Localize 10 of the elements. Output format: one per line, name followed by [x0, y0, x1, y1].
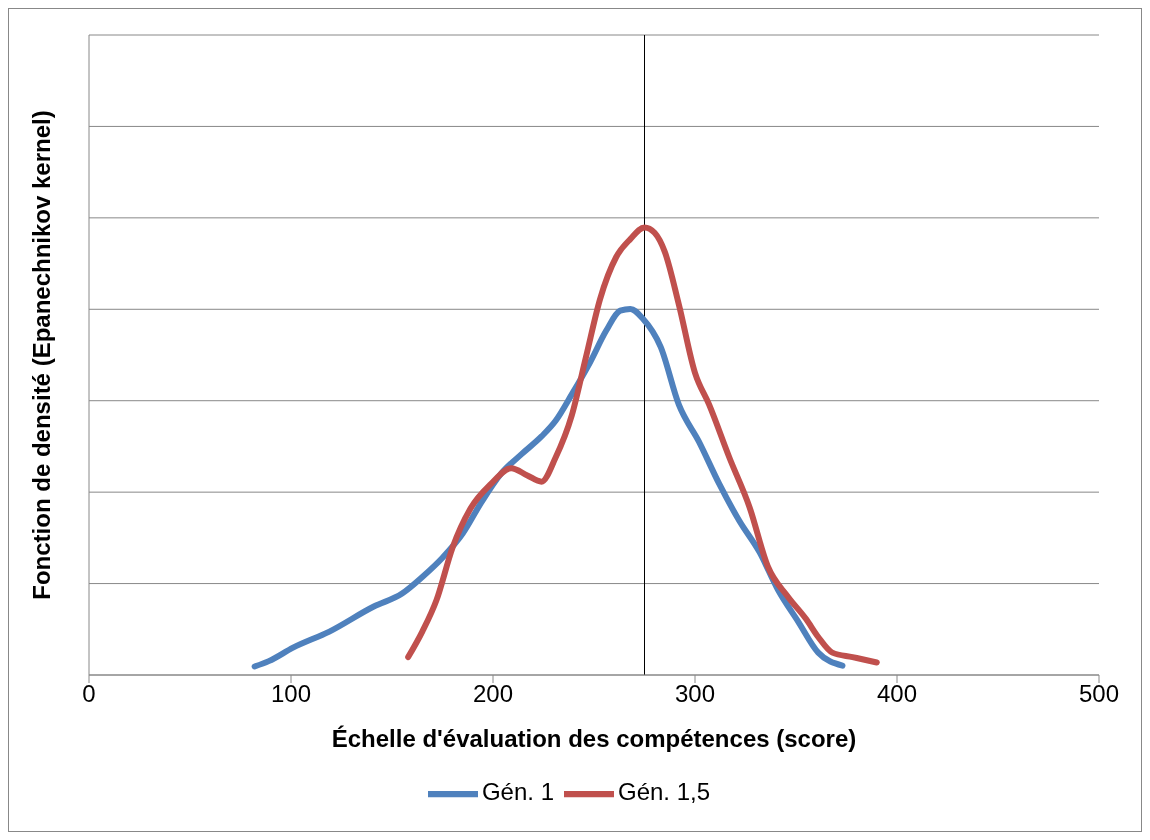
legend-label: Gén. 1 [481, 778, 554, 806]
x-tick-label: 0 [82, 680, 96, 708]
x-tick-label: 200 [472, 680, 514, 708]
x-tick-label: 400 [876, 680, 918, 708]
legend-label: Gén. 1,5 [617, 778, 711, 806]
x-axis-title: Échelle d'évaluation des compétences (score) [331, 725, 857, 752]
x-tick-label: 500 [1078, 680, 1120, 708]
y-axis-title: Fonction de densité (Epanechnikov kernel) [27, 110, 55, 600]
x-tick-label: 300 [674, 680, 716, 708]
x-tick-label: 100 [270, 680, 312, 708]
